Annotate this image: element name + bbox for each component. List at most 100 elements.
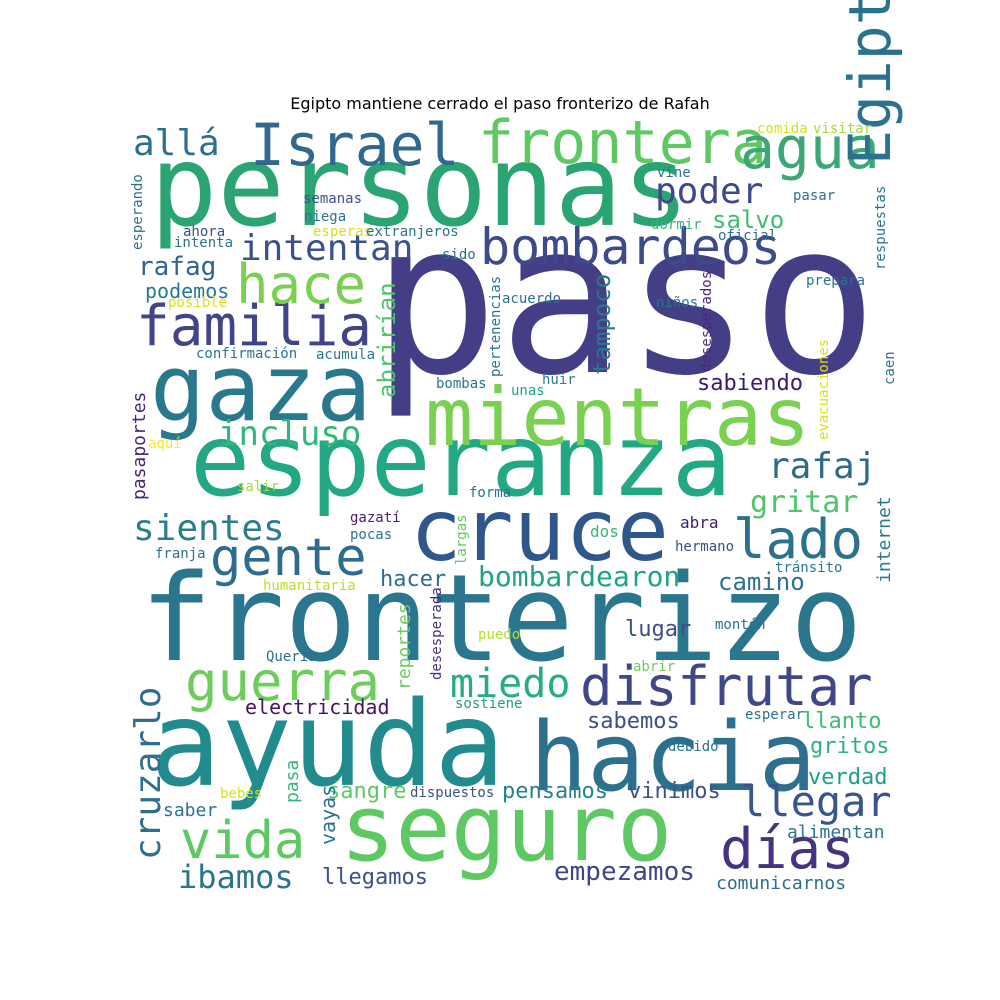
word-disfrutar: disfrutar — [580, 655, 873, 718]
word-bebes: bebés — [220, 786, 262, 802]
word-acuerdo: acuerdo — [502, 291, 561, 307]
word-empezamos: empezamos — [554, 857, 695, 887]
word-lado: lado — [733, 508, 863, 571]
word-reportes: reportes — [394, 603, 415, 690]
word-rafaj: rafaj — [768, 446, 876, 487]
word-extranjeros: extranjeros — [366, 224, 459, 240]
word-vayas: vayas — [316, 785, 340, 845]
word-internet: internet — [874, 496, 895, 583]
word-caen: caen — [882, 351, 898, 385]
word-desesperados: desesperados — [699, 271, 715, 372]
word-pasaportes: pasaportes — [129, 392, 150, 500]
word-salvo: salvo — [712, 206, 784, 234]
word-esperas: esperas — [313, 224, 372, 240]
word-unas: unas — [511, 383, 545, 399]
word-gritos: gritos — [810, 734, 889, 759]
word-podemos: podemos — [145, 279, 229, 303]
word-intenta: intenta — [174, 235, 233, 251]
word-pertenencias: pertenencias — [488, 276, 504, 377]
word-verdad: verdad — [808, 765, 887, 790]
word-gazati: gazatí — [350, 510, 401, 526]
word-hermano: hermano — [675, 539, 734, 555]
word-pasar: pasar — [793, 188, 835, 204]
word-hacer: hacer — [380, 567, 446, 592]
word-aqui: aquí — [148, 436, 182, 452]
word-pocas: pocas — [350, 527, 392, 543]
word-llegar: llegar — [740, 777, 892, 826]
word-sabiendo: sabiendo — [697, 371, 803, 396]
word-comida: comida — [757, 121, 808, 137]
word-paso: paso — [372, 177, 878, 422]
word-transito: tránsito — [775, 560, 842, 576]
word-mientras: mientras — [425, 371, 810, 464]
word-alimentan: alimentan — [787, 822, 885, 843]
word-cruzarlo: cruzarlo — [128, 687, 169, 860]
word-intentan: intentan — [240, 228, 413, 269]
word-pasa: pasa — [282, 760, 303, 803]
word-incluso: incluso — [218, 414, 361, 454]
word-ninos: niños — [656, 295, 698, 311]
word-queria: Quería — [266, 649, 317, 665]
word-saber: saber — [163, 800, 217, 821]
word-hace: hace — [236, 253, 366, 316]
word-comunicarnos: comunicarnos — [716, 873, 846, 894]
word-semanas: semanas — [303, 191, 362, 207]
word-sientes: sientes — [133, 508, 285, 549]
word-poder: poder — [655, 171, 763, 212]
word-posible: posible — [168, 295, 227, 311]
word-humanitaria: humanitaria — [263, 578, 356, 594]
word-vine: vine — [657, 165, 691, 181]
word-acumula: acumula — [316, 347, 375, 363]
word-debido: debido — [668, 739, 719, 755]
word-pensamos: pensamos — [502, 779, 608, 804]
chart-title: Egipto mantiene cerrado el paso fronteri… — [290, 94, 710, 113]
word-guerra: guerra — [185, 650, 380, 713]
word-vida: vida — [180, 811, 305, 871]
word-ayuda: ayuda — [150, 675, 505, 813]
word-seguro: seguro — [340, 775, 672, 882]
word-cruce: cruce — [410, 481, 669, 581]
word-llegamos: llegamos — [322, 865, 428, 890]
word-oficial: oficial — [718, 228, 777, 244]
word-sabemos: sabemos — [587, 709, 680, 734]
word-fronterizo: fronterizo — [140, 550, 862, 689]
word-familia: familia — [136, 294, 372, 359]
word-abra: abra — [680, 513, 719, 532]
word-lugar: lugar — [625, 617, 691, 642]
word-frontera: frontera — [478, 108, 767, 178]
word-personas: personas — [150, 122, 689, 252]
word-evacuaciones: evacuaciones — [816, 339, 832, 440]
word-israel: Israel — [250, 111, 460, 179]
word-bombardearon: bombardearon — [478, 560, 680, 593]
word-gente: gente — [210, 528, 367, 588]
word-franja: franja — [155, 546, 206, 562]
word-egipto: Egipto — [836, 0, 904, 165]
word-forma: forma — [469, 485, 511, 501]
word-dos: dos — [590, 522, 619, 541]
word-llanto: llanto — [802, 709, 881, 734]
word-dias: días — [720, 817, 855, 882]
word-camino: camino — [718, 568, 805, 596]
word-bombardeos: bombardeos — [480, 218, 781, 276]
word-hacia: hacia — [530, 703, 816, 813]
word-rafag: rafag — [138, 252, 216, 282]
word-ahora: ahora — [183, 224, 225, 240]
word-niega: niega — [304, 209, 346, 225]
word-abrir: abrir — [633, 659, 675, 675]
word-visitar: visitar — [813, 121, 872, 137]
word-sangre: sangre — [327, 779, 406, 804]
word-miedo: miedo — [450, 661, 570, 707]
word-salir: salir — [237, 479, 279, 495]
word-esperar: esperar — [745, 707, 804, 723]
word-ibamos: ibamos — [178, 858, 294, 896]
word-gritar: gritar — [750, 485, 858, 520]
word-alla: allá — [133, 123, 220, 164]
word-desesperada: desesperada — [429, 587, 445, 680]
word-huir: huir — [542, 372, 576, 388]
word-dormir: dormir — [651, 217, 702, 233]
word-vinimos: vinimos — [628, 779, 721, 804]
word-monton: montón — [715, 617, 766, 633]
word-sido: sido — [442, 247, 476, 263]
